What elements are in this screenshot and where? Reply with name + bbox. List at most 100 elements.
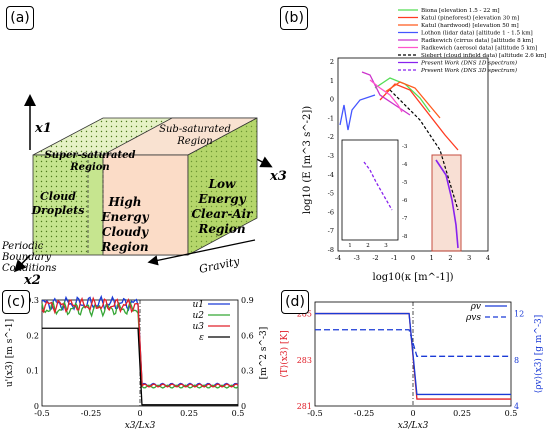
velocity-chart: -0.5 -0.25 0 0.25 0.500.10.20.300.30.60.9x3/… (4, 294, 269, 431)
legend-label: ρvs (465, 313, 481, 323)
y-tick-label: 0 (34, 402, 39, 411)
high-energy-line1: High (107, 195, 141, 209)
high-energy-line3: Cloudy (102, 225, 149, 239)
spectrum-ytick: 1 (330, 77, 334, 85)
y-right-tick-label: 0.9 (241, 296, 254, 305)
high-energy-line2: Energy (100, 210, 149, 224)
y-tick-label: 0.3 (26, 296, 39, 305)
y-tick-label: 0.1 (26, 367, 39, 376)
panel-d-temperature: (d) -0.5 -0.25 0 0.25 0.5 281 283 285 4 8 12 x3/Lx3… (275, 288, 550, 434)
box-top-dots (33, 118, 172, 155)
spectrum-ytick: -8 (328, 246, 334, 254)
x-tick-label: 0 (410, 409, 415, 418)
x-tick-label: 0.5 (232, 409, 245, 418)
x-tick-label: 0.25 (453, 409, 471, 418)
legend-entry: Biona [elevation 1.5 - 22 m] (421, 8, 500, 14)
x-tick-label: -0.5 (307, 409, 322, 418)
spectrum-ytick: -1 (328, 114, 334, 122)
y-right-axis-label: [m^2 s^-3] (259, 327, 269, 380)
box-front-clear (102, 154, 189, 256)
supersaturated-line1: Super-saturated (45, 150, 136, 161)
temperature-chart: -0.5 -0.25 0 0.25 0.5 281 283 285 4 8 12 x3/Lx3 ⟨T⟩(… (279, 301, 544, 431)
curve-radkewich-aerosol (369, 79, 403, 113)
spectrum-xtick: -1 (391, 254, 397, 262)
y-right-tick-label: 0.6 (241, 331, 254, 340)
x-axis-label: x3/Lx3 (398, 421, 429, 431)
curve-katul-hardwood (384, 81, 441, 119)
spectrum-xtick: 4 (486, 254, 490, 262)
spectrum-ytick: -6 (328, 208, 334, 216)
boundary-line1: Periodic (1, 241, 44, 252)
spectrum-xtick: 1 (430, 254, 434, 262)
legend-label: u1 (192, 300, 204, 310)
spectrum-xtick: -4 (335, 254, 341, 262)
inset-ytick: -7 (402, 216, 408, 222)
cloud-droplets-line1: Cloud (40, 190, 76, 203)
y-axis-label: ⟨T⟩(x3) [K] (279, 330, 290, 377)
legend-label: ε (199, 333, 204, 343)
x-tick-label: -0.25 (354, 409, 375, 418)
y-tick-label: 281 (297, 402, 312, 411)
y-axis-label: u'(x3) [m s^-1] (4, 319, 15, 387)
y-tick-label: 285 (297, 310, 312, 319)
low-energy-line3: Clear-Air (191, 207, 254, 221)
legend-entry: Radkewich (aerosol data) [altitude 5 km] (421, 45, 537, 52)
series-line (42, 327, 238, 406)
y-right-tick-label: 8 (514, 356, 519, 365)
supersaturated-line2: Region (69, 162, 109, 173)
subsaturated-line2: Region (176, 136, 213, 147)
spectrum-ytick: -3 (328, 152, 334, 160)
y-right-tick-label: 12 (514, 310, 524, 319)
curve-lothon (339, 94, 376, 131)
panel-label-a: (a) (6, 6, 34, 30)
box-front-dots (33, 155, 88, 255)
y-tick-label: 0.2 (26, 331, 39, 340)
subsaturated-line1: Sub-saturated (159, 124, 231, 135)
spectrum-frame (337, 57, 489, 252)
legend-entry: Present Work (DNS 3D spectrum) (420, 67, 517, 74)
x-tick-label: 0.5 (505, 409, 518, 418)
y-tick-label: 283 (297, 356, 312, 365)
curve-dns-3d (363, 161, 393, 211)
inset-ytick: -6 (402, 198, 408, 204)
spectrum-ytick: 0 (330, 96, 334, 104)
axis-x1-label: x1 (34, 121, 52, 136)
curve-dns-1d (435, 159, 459, 249)
gravity-arrow (147, 239, 256, 266)
panel-label-b: (b) (280, 6, 308, 30)
series-line (315, 329, 511, 357)
legend-entry: Katul (hardwood) [elevation 50 m] (421, 22, 519, 29)
spectrum-xtick: -3 (354, 254, 360, 262)
spectrum-xtick: 0 (411, 254, 415, 262)
axis-x3-label: x3 (269, 169, 287, 184)
inset-ytick: -3 (402, 144, 408, 150)
spectrum-xtick: 3 (467, 254, 471, 262)
panel-a-schematic: (a) x1 x2 x3 Su (0, 0, 300, 290)
y-right-tick-label: 4 (514, 402, 519, 411)
x-tick-label: -0.5 (34, 409, 49, 418)
low-energy-line4: Region (197, 222, 245, 236)
x-tick-label: 0.25 (180, 409, 198, 418)
cloud-droplets-line2: Droplets (31, 204, 85, 217)
x-tick-label: 0 (137, 409, 142, 418)
gravity-label: Gravity (198, 255, 242, 276)
y-right-tick-label: 0.3 (241, 367, 254, 376)
schematic-svg: x1 x2 x3 Super-saturated Region Sub-satu… (1, 94, 287, 288)
low-energy-line1: Low (208, 177, 236, 191)
axis-x2-arrow (13, 254, 31, 273)
panel-c-velocity: (c) -0.5 -0.25 0 0.25 0.5 0 0.1 0.2 0.3 0 0.3 0.6 0.… (0, 288, 275, 434)
y-right-tick-label: 0 (241, 402, 246, 411)
inset-ytick: -8 (402, 234, 408, 240)
panel-label-d: (d) (281, 290, 309, 314)
inset-ytick: -5 (402, 180, 408, 186)
series-line (41, 296, 239, 388)
low-energy-line2: Energy (197, 192, 246, 206)
legend-entry: Katul (pineforest) [elevation 30 m] (421, 15, 519, 22)
spectrum-xlabel: log10(κ [m^-1]) (373, 272, 454, 283)
spectrum-svg: Biona [elevation 1.5 - 22 m]Katul (pinef… (302, 8, 546, 283)
legend-entry: Siebert (cloud infield data) [altitude 2… (421, 52, 546, 59)
curve-siebert (389, 89, 459, 211)
legend-entry: Present Work (DNS 1D spectrum) (420, 60, 517, 67)
legend-entry: Lothon (lidar data) [altitude 1 - 1.5 km… (421, 30, 533, 37)
inset-xtick: 2 (366, 243, 370, 249)
